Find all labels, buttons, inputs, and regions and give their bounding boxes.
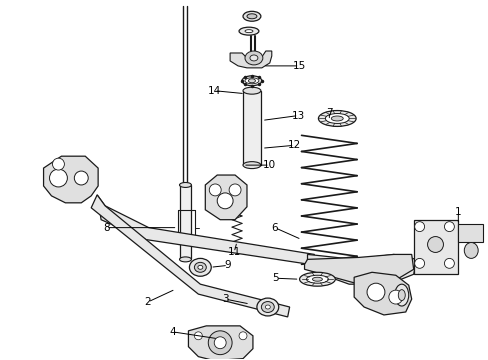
Ellipse shape <box>463 243 477 258</box>
Circle shape <box>444 222 453 231</box>
Ellipse shape <box>179 183 191 188</box>
Polygon shape <box>97 195 314 264</box>
Ellipse shape <box>194 262 206 272</box>
Ellipse shape <box>394 284 408 306</box>
Polygon shape <box>43 156 98 203</box>
Text: 5: 5 <box>272 273 279 283</box>
Ellipse shape <box>244 30 252 33</box>
Ellipse shape <box>244 78 258 84</box>
Circle shape <box>74 171 88 185</box>
Ellipse shape <box>256 298 278 316</box>
Circle shape <box>444 258 453 268</box>
Circle shape <box>427 237 443 252</box>
Circle shape <box>208 331 232 355</box>
Text: 1: 1 <box>454 207 461 217</box>
Circle shape <box>194 332 202 340</box>
Polygon shape <box>91 195 289 317</box>
Ellipse shape <box>239 27 258 35</box>
Text: 6: 6 <box>271 222 278 233</box>
Text: 3: 3 <box>222 294 228 304</box>
Ellipse shape <box>242 76 262 86</box>
Polygon shape <box>205 175 246 220</box>
Text: 14: 14 <box>207 86 221 96</box>
Circle shape <box>366 283 384 301</box>
Ellipse shape <box>398 290 405 301</box>
Polygon shape <box>353 272 411 315</box>
Ellipse shape <box>331 116 343 121</box>
Circle shape <box>229 184 241 196</box>
Ellipse shape <box>243 162 260 168</box>
Ellipse shape <box>189 258 211 276</box>
Circle shape <box>414 222 424 231</box>
Circle shape <box>49 169 67 187</box>
Ellipse shape <box>243 11 260 21</box>
Bar <box>243 91 260 165</box>
Text: 2: 2 <box>144 297 151 307</box>
Text: 13: 13 <box>291 111 305 121</box>
Polygon shape <box>304 255 413 284</box>
Ellipse shape <box>265 305 270 309</box>
Ellipse shape <box>248 79 255 83</box>
Ellipse shape <box>318 111 355 126</box>
Ellipse shape <box>246 14 256 19</box>
Ellipse shape <box>179 257 191 262</box>
Circle shape <box>414 258 424 268</box>
Circle shape <box>209 184 221 196</box>
Text: 8: 8 <box>102 222 109 233</box>
Text: 10: 10 <box>263 160 276 170</box>
Ellipse shape <box>198 265 203 269</box>
Bar <box>413 220 457 274</box>
Text: 15: 15 <box>292 61 305 71</box>
Circle shape <box>239 332 246 340</box>
Bar <box>179 185 191 260</box>
Ellipse shape <box>243 87 260 94</box>
Circle shape <box>52 158 64 170</box>
Text: 11: 11 <box>227 247 240 257</box>
Ellipse shape <box>325 113 348 123</box>
Text: 4: 4 <box>169 327 176 337</box>
Ellipse shape <box>261 302 274 312</box>
Text: 9: 9 <box>224 260 231 270</box>
Polygon shape <box>307 255 416 284</box>
Circle shape <box>388 290 402 304</box>
Text: 12: 12 <box>287 140 301 150</box>
Polygon shape <box>230 51 271 68</box>
Ellipse shape <box>306 275 327 283</box>
Polygon shape <box>188 326 252 360</box>
Text: 7: 7 <box>325 108 332 117</box>
Ellipse shape <box>244 51 263 65</box>
Ellipse shape <box>299 272 335 286</box>
Ellipse shape <box>249 55 257 61</box>
Circle shape <box>217 193 233 209</box>
Ellipse shape <box>312 277 322 281</box>
Circle shape <box>214 337 225 349</box>
Bar <box>457 224 482 242</box>
